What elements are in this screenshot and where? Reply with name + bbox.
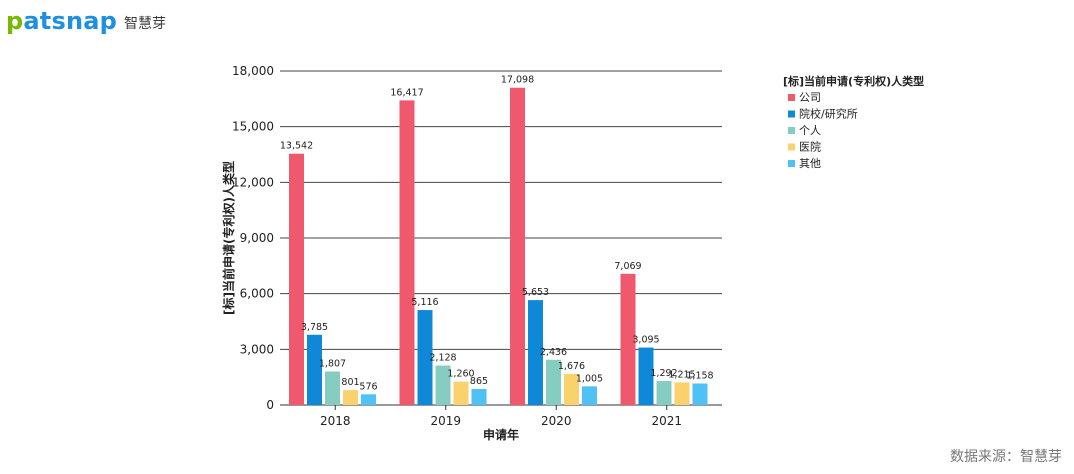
data-label: 801 (341, 377, 359, 388)
legend-label: 公司 (799, 91, 821, 104)
legend-label: 其他 (799, 157, 821, 170)
data-label: 865 (470, 376, 488, 387)
legend-label: 个人 (799, 124, 821, 137)
bar-2020-2 (546, 359, 561, 405)
data-label: 1,158 (686, 371, 713, 382)
data-label: 17,098 (501, 75, 534, 86)
legend-swatch (788, 94, 795, 101)
legend-swatch (788, 110, 795, 118)
brand-name-cn: 智慧芽 (124, 15, 167, 32)
y-tick-label: 12,000 (232, 175, 274, 189)
data-label: 3,095 (632, 335, 659, 346)
data-label: 1,215 (668, 369, 695, 380)
bar-2018-3 (343, 390, 358, 405)
bar-2020-1 (528, 300, 543, 405)
data-label: 1,807 (319, 358, 346, 369)
legend-swatch (788, 160, 795, 167)
data-label: 576 (359, 381, 377, 392)
data-label: 3,785 (301, 322, 328, 333)
data-label: 5,116 (411, 297, 438, 308)
y-tick-label: 0 (266, 398, 274, 412)
data-label: 5,653 (522, 287, 549, 298)
bar-2020-4 (582, 386, 597, 405)
legend-swatch (788, 143, 795, 151)
data-label: 1,292 (650, 368, 677, 379)
brand-logo: patsnap 智慧芽 (6, 6, 166, 36)
bar-2019-0 (399, 100, 415, 405)
x-axis-title: 申请年 (483, 427, 519, 442)
bar-2021-3 (674, 382, 690, 405)
bar-2018-4 (361, 394, 376, 405)
x-tick-label: 2019 (430, 414, 461, 428)
data-label: 2,436 (540, 347, 567, 358)
data-label: 1,005 (576, 373, 603, 384)
data-label: 1,260 (447, 369, 474, 380)
legend-label: 院校/研究所 (799, 107, 858, 121)
legend-label: 医院 (799, 140, 821, 154)
bar-2021-2 (656, 381, 672, 405)
y-tick-label: 9,000 (240, 231, 274, 245)
legend-swatch (788, 127, 795, 134)
bar-2019-1 (417, 310, 433, 405)
bar-2018-2 (325, 371, 340, 405)
bar-2021-4 (692, 383, 708, 405)
y-tick-label: 6,000 (240, 287, 274, 301)
data-source-label: 数据来源：智慧芽 (950, 449, 1062, 465)
bar-2020-3 (564, 373, 579, 405)
bar-2019-2 (435, 365, 451, 405)
bar-2019-3 (453, 381, 469, 405)
x-tick-label: 2020 (541, 414, 572, 428)
bar-2018-0 (289, 153, 304, 405)
brand-logo-text: patsnap (6, 7, 117, 35)
y-axis-title: [标]当前申请(专利权)人类型 (221, 161, 236, 315)
x-tick-label: 2021 (651, 414, 682, 428)
bar-2019-4 (471, 388, 487, 405)
bar-2020-0 (510, 87, 525, 405)
bar-2021-0 (620, 273, 636, 405)
x-tick-label: 2018 (320, 414, 351, 428)
brand-logo-rest: atsnap (23, 7, 118, 35)
y-tick-label: 15,000 (232, 120, 274, 134)
y-tick-label: 18,000 (232, 64, 274, 78)
bar-2021-1 (638, 347, 654, 405)
brand-logo-lead: p (6, 7, 24, 35)
data-label: 2,128 (429, 353, 456, 364)
y-tick-label: 3,000 (240, 342, 274, 356)
data-label: 16,417 (390, 87, 423, 98)
data-label: 13,542 (280, 141, 313, 152)
data-label: 1,676 (558, 361, 585, 372)
bar-2018-1 (307, 334, 322, 405)
data-label: 7,069 (614, 261, 641, 272)
legend-title: [标]当前申请(专利权)人类型 (783, 74, 924, 88)
